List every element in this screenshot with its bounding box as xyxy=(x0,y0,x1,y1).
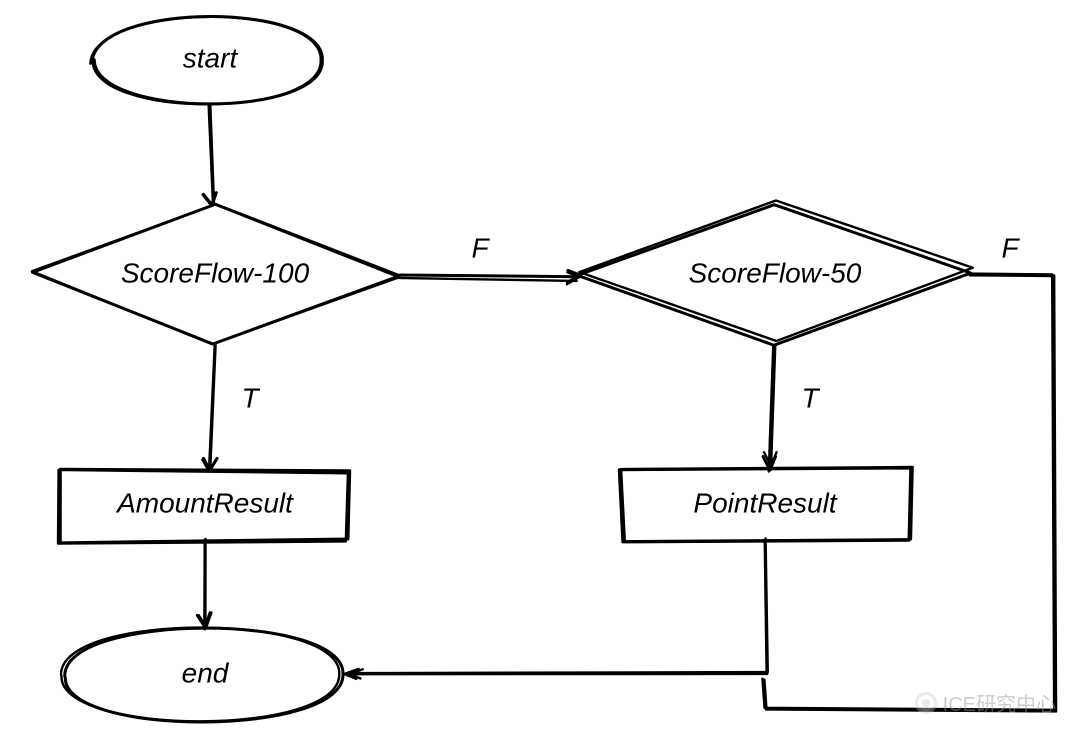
watermark-text: ICE研究中心 xyxy=(943,688,1056,717)
edge-label-d2-point: T xyxy=(801,382,820,413)
edge-label-d1-amount: T xyxy=(241,382,260,413)
node-label-amount: AmountResult xyxy=(115,487,294,518)
edge-label-d1-d2: F xyxy=(471,232,490,263)
node-label-point: PointResult xyxy=(693,487,837,518)
edge-amount-end xyxy=(205,539,206,629)
edge-d1-d2 xyxy=(397,275,580,281)
node-label-d2: ScoreFlow-50 xyxy=(689,257,862,288)
watermark: ICE研究中心 xyxy=(915,688,1056,717)
edge-point-end xyxy=(347,538,768,673)
edge-label-d2-end: F xyxy=(1001,232,1020,263)
edge-d2-point xyxy=(769,345,775,472)
node-label-end: end xyxy=(182,657,230,688)
wechat-icon xyxy=(915,692,937,714)
node-label-d1: ScoreFlow-100 xyxy=(121,257,310,288)
edge-d1-amount xyxy=(209,345,216,470)
node-label-start: start xyxy=(183,42,239,73)
edge-start-d1 xyxy=(209,105,214,204)
